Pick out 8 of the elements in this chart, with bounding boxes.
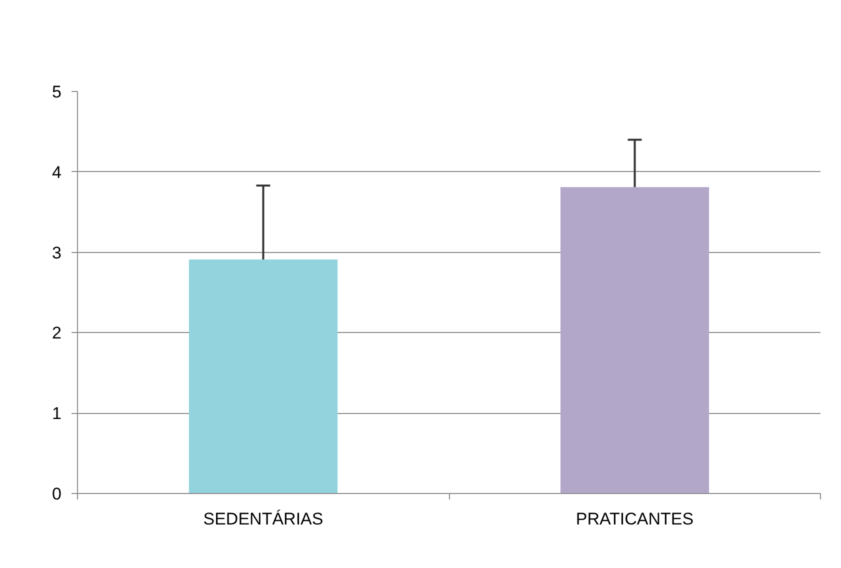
y-tick-label: 1 [52, 404, 62, 424]
y-tick-label: 5 [52, 82, 62, 102]
y-tick-label: 4 [52, 162, 62, 182]
y-tick-label: 2 [52, 324, 62, 343]
x-tick-label: PRATICANTES [576, 510, 694, 528]
y-tick-label: 3 [52, 243, 62, 262]
y-tick-label: 0 [52, 484, 62, 504]
x-tick-label: SEDENTÁRIAS [203, 510, 324, 528]
